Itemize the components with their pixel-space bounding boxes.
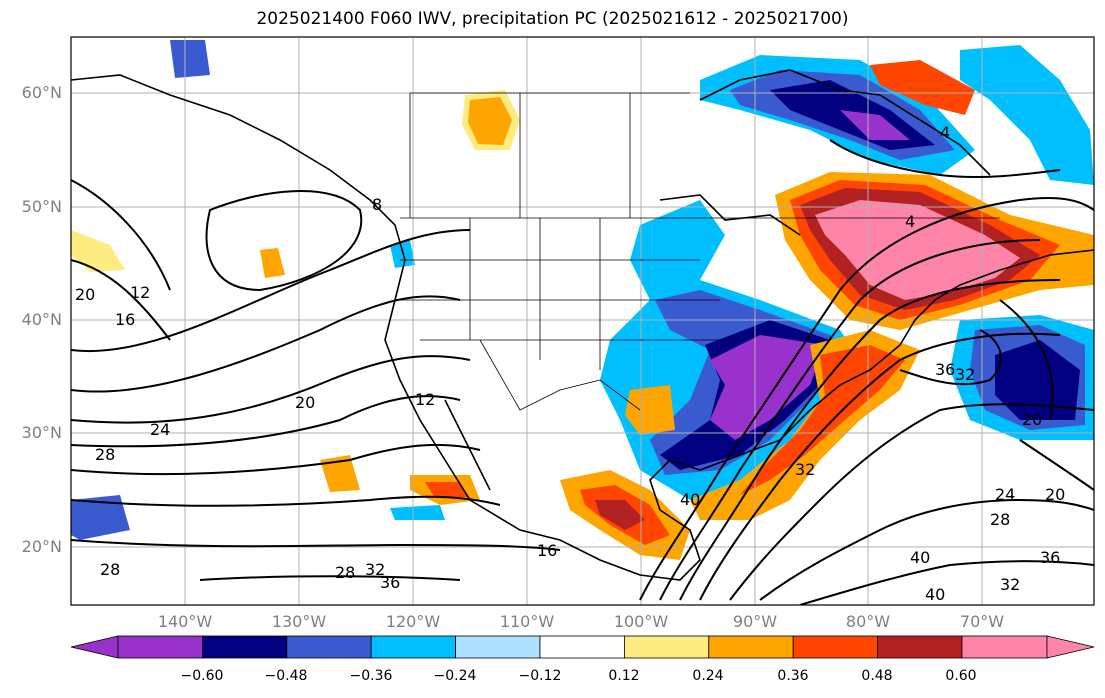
colorbar-tick-label: 0.12 (608, 668, 640, 684)
colorbar-bin (539, 635, 625, 659)
positive-anomaly-mex-pacific (320, 455, 360, 492)
contour-labels: 4 4 8 12 12 16 16 20 20 20 20 24 24 28 2… (75, 123, 1065, 604)
map-frame (70, 36, 1095, 606)
contour-label: 16 (115, 310, 135, 329)
contour-label: 36 (935, 360, 955, 379)
colorbar-tick-label: 0.24 (692, 668, 724, 684)
contour-label: 16 (537, 541, 557, 560)
contour-label: 8 (372, 195, 382, 214)
colorbar-tick-label: 0.36 (777, 668, 809, 684)
positive-anomaly-pacific-w (71, 230, 125, 272)
contour-label: 32 (365, 560, 385, 579)
contour-label: 12 (130, 283, 150, 302)
political-borders (400, 92, 1000, 411)
contour-label: 28 (990, 510, 1010, 529)
colorbar-bin (624, 635, 710, 659)
lon-label-90w: 90°W (732, 612, 778, 631)
colorbar (70, 635, 1095, 659)
contour-label: 36 (1040, 548, 1060, 567)
negative-anomaly-canada-core (840, 110, 910, 140)
negative-anomaly-greenland (960, 45, 1094, 185)
negative-anomaly-alaska (170, 40, 210, 78)
contour-label: 28 (100, 560, 120, 579)
coastlines (71, 69, 1094, 581)
lat-label-50n: 50°N (21, 197, 62, 216)
lat-label-30n: 30°N (21, 423, 62, 442)
colorbar-tick-label: −0.36 (349, 668, 393, 684)
contour-label: 40 (925, 585, 945, 604)
contour-label: 20 (1022, 410, 1042, 429)
lon-label-110w: 110°W (499, 612, 555, 631)
positive-anomaly-texas (625, 385, 675, 435)
lat-label-60n: 60°N (21, 83, 62, 102)
colorbar-bin (961, 635, 1048, 659)
colorbar-bin (370, 635, 457, 659)
negative-anomaly-pacific-w (71, 495, 130, 540)
negative-anomaly-core (710, 335, 825, 440)
positive-anomaly-southeast-inner (740, 345, 905, 495)
contour-label: 28 (335, 563, 355, 582)
positive-anomaly-yukon-inner (468, 97, 512, 145)
contour-label: 20 (1045, 485, 1065, 504)
contour-label: 20 (75, 285, 95, 304)
colorbar-extend-high (1046, 635, 1095, 659)
colorbar-bin (286, 635, 372, 659)
colorbar-tick-label: −0.12 (518, 668, 562, 684)
positive-anomaly-baja-inner (425, 482, 468, 498)
positive-anomaly-pacific (260, 248, 285, 278)
negative-anomaly-mex-south (390, 505, 445, 520)
colorbar-bin (201, 635, 288, 659)
colorbar-tick-label: −0.60 (180, 668, 224, 684)
positive-anomaly-mexico-core (595, 500, 645, 530)
colorbar-bin (117, 635, 203, 659)
lon-label-140w: 140°W (157, 612, 213, 631)
colorbar-bin (877, 635, 963, 659)
contour-label: 12 (415, 390, 435, 409)
positive-anomaly-labrador (870, 60, 975, 115)
colorbar-tick-label: −0.48 (264, 668, 308, 684)
contour-label: 28 (95, 445, 115, 464)
colorbar-bin (708, 635, 794, 659)
colorbar-bin (455, 635, 541, 659)
contour-label: 40 (910, 548, 930, 567)
positive-anomaly-ne-core (815, 200, 1020, 300)
colorbar-tick-label: −0.24 (433, 668, 477, 684)
colorbar-tick-label: 0.48 (861, 668, 893, 684)
contour-label: 4 (940, 123, 950, 142)
map-title: 2025021400 F060 IWV, precipitation PC (2… (256, 9, 849, 29)
lat-label-40n: 40°N (21, 310, 62, 329)
contour-label: 40 (680, 490, 700, 509)
colorbar-bin (792, 635, 879, 659)
lat-label-20n: 20°N (21, 537, 62, 556)
iwv-contours (71, 139, 1094, 605)
contour-label: 32 (1000, 575, 1020, 594)
map-panel: 4 4 8 12 12 16 16 20 20 20 20 24 24 28 2… (71, 37, 1094, 605)
lon-label-80w: 80°W (845, 612, 891, 631)
negative-anomaly-atlantic-strong (995, 340, 1080, 420)
colorbar-extend-low (70, 635, 119, 659)
contour-label: 32 (955, 365, 975, 384)
contour-label: 24 (995, 485, 1015, 504)
contour-label: 4 (905, 212, 915, 231)
lon-label-100w: 100°W (613, 612, 669, 631)
contour-label: 32 (795, 460, 815, 479)
colorbar-tick-label: 0.60 (945, 668, 977, 684)
contour-label: 24 (150, 420, 170, 439)
lon-label-70w: 70°W (959, 612, 1005, 631)
contour-label: 20 (295, 393, 315, 412)
contour-label: 36 (380, 573, 400, 592)
lon-label-130w: 130°W (271, 612, 327, 631)
lon-label-120w: 120°W (385, 612, 441, 631)
